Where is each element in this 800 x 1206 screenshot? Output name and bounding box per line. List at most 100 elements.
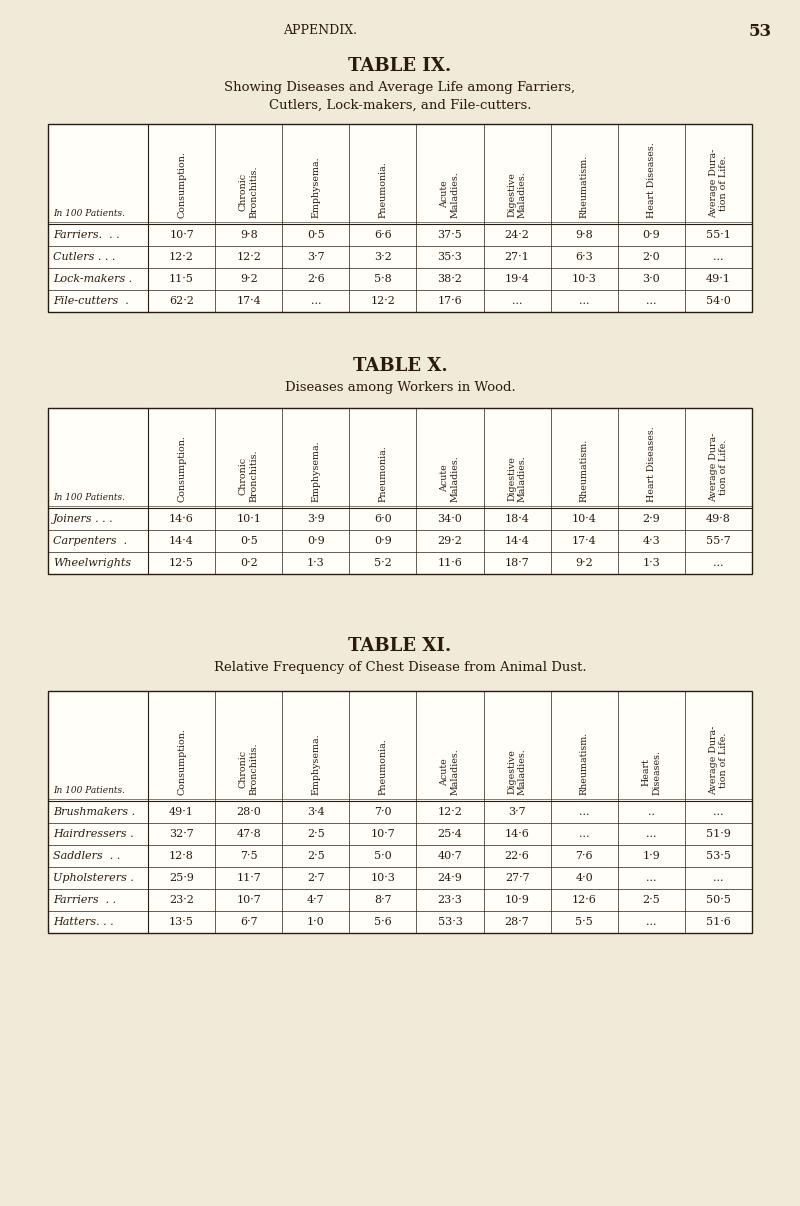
- Text: 11·5: 11·5: [169, 274, 194, 283]
- Text: Acute
Maladies.: Acute Maladies.: [440, 171, 460, 218]
- Text: 12·2: 12·2: [169, 252, 194, 262]
- Text: 10·7: 10·7: [236, 895, 261, 904]
- Text: 2·6: 2·6: [307, 274, 325, 283]
- Text: In 100 Patients.: In 100 Patients.: [53, 786, 125, 795]
- Text: 5·5: 5·5: [575, 917, 593, 927]
- Text: 9·2: 9·2: [575, 558, 593, 568]
- Text: 12·6: 12·6: [572, 895, 597, 904]
- Text: 5·2: 5·2: [374, 558, 392, 568]
- Text: 10·4: 10·4: [572, 514, 597, 523]
- Text: 6·7: 6·7: [240, 917, 258, 927]
- Text: 53·5: 53·5: [706, 851, 731, 861]
- Text: 2·7: 2·7: [307, 873, 325, 883]
- Text: Hatters. . .: Hatters. . .: [53, 917, 114, 927]
- Text: 4·0: 4·0: [575, 873, 593, 883]
- Text: 11·6: 11·6: [438, 558, 462, 568]
- Text: 6·0: 6·0: [374, 514, 392, 523]
- Text: Digestive
Maladies.: Digestive Maladies.: [507, 171, 527, 218]
- Text: Acute
Maladies.: Acute Maladies.: [440, 455, 460, 502]
- Text: 14·6: 14·6: [169, 514, 194, 523]
- Text: ...: ...: [579, 829, 590, 839]
- Bar: [48, 124, 752, 312]
- Text: 2·5: 2·5: [307, 851, 325, 861]
- Text: Average Dura-
tion of Life.: Average Dura- tion of Life.: [709, 433, 728, 502]
- Text: 3·7: 3·7: [508, 807, 526, 816]
- Text: Acute
Maladies.: Acute Maladies.: [440, 748, 460, 795]
- Text: 7·5: 7·5: [240, 851, 258, 861]
- Text: ...: ...: [713, 873, 724, 883]
- Text: 3·2: 3·2: [374, 252, 392, 262]
- Text: Digestive
Maladies.: Digestive Maladies.: [507, 455, 527, 502]
- Text: 4·7: 4·7: [307, 895, 325, 904]
- Text: 53·3: 53·3: [438, 917, 462, 927]
- Bar: [48, 408, 752, 574]
- Text: Average Dura-
tion of Life.: Average Dura- tion of Life.: [709, 726, 728, 795]
- Text: ...: ...: [646, 829, 657, 839]
- Text: ..: ..: [648, 807, 655, 816]
- Text: File-cutters  .: File-cutters .: [53, 295, 129, 306]
- Text: 12·2: 12·2: [236, 252, 261, 262]
- Text: 13·5: 13·5: [169, 917, 194, 927]
- Text: Consumption.: Consumption.: [177, 728, 186, 795]
- Text: 10·9: 10·9: [505, 895, 530, 904]
- Text: 17·4: 17·4: [572, 535, 597, 546]
- Text: 9·8: 9·8: [240, 230, 258, 240]
- Text: 18·7: 18·7: [505, 558, 530, 568]
- Text: 11·7: 11·7: [236, 873, 261, 883]
- Text: 17·6: 17·6: [438, 295, 462, 306]
- Text: 25·4: 25·4: [438, 829, 462, 839]
- Text: ...: ...: [512, 295, 522, 306]
- Text: 18·4: 18·4: [505, 514, 530, 523]
- Text: Digestive
Maladies.: Digestive Maladies.: [507, 748, 527, 795]
- Text: 3·7: 3·7: [307, 252, 325, 262]
- Text: Wheelwrights: Wheelwrights: [53, 558, 131, 568]
- Text: 23·3: 23·3: [438, 895, 462, 904]
- Text: 49·1: 49·1: [706, 274, 731, 283]
- Text: 35·3: 35·3: [438, 252, 462, 262]
- Text: 0·5: 0·5: [307, 230, 325, 240]
- Text: 24·9: 24·9: [438, 873, 462, 883]
- Text: Consumption.: Consumption.: [177, 151, 186, 218]
- Text: Pneumonia.: Pneumonia.: [378, 738, 387, 795]
- Text: 2·5: 2·5: [642, 895, 660, 904]
- Text: ...: ...: [646, 873, 657, 883]
- Text: Brushmakers .: Brushmakers .: [53, 807, 135, 816]
- Text: 51·6: 51·6: [706, 917, 731, 927]
- Text: 55·7: 55·7: [706, 535, 731, 546]
- Text: 10·7: 10·7: [370, 829, 395, 839]
- Text: APPENDIX.: APPENDIX.: [283, 24, 357, 37]
- Text: 62·2: 62·2: [169, 295, 194, 306]
- Text: ...: ...: [646, 917, 657, 927]
- Text: 9·2: 9·2: [240, 274, 258, 283]
- Text: ...: ...: [310, 295, 321, 306]
- Text: 0·9: 0·9: [642, 230, 660, 240]
- Text: 12·5: 12·5: [169, 558, 194, 568]
- Text: 27·1: 27·1: [505, 252, 530, 262]
- Text: In 100 Patients.: In 100 Patients.: [53, 493, 125, 502]
- Text: Lock-makers .: Lock-makers .: [53, 274, 132, 283]
- Text: Rheumatism.: Rheumatism.: [580, 439, 589, 502]
- Text: 38·2: 38·2: [438, 274, 462, 283]
- Text: Average Dura-
tion of Life.: Average Dura- tion of Life.: [709, 148, 728, 218]
- Text: ...: ...: [713, 807, 724, 816]
- Text: 2·0: 2·0: [642, 252, 660, 262]
- Text: Saddlers  . .: Saddlers . .: [53, 851, 120, 861]
- Text: 0·9: 0·9: [307, 535, 325, 546]
- Text: 0·5: 0·5: [240, 535, 258, 546]
- Text: 0·2: 0·2: [240, 558, 258, 568]
- Text: 32·7: 32·7: [169, 829, 194, 839]
- Text: 49·1: 49·1: [169, 807, 194, 816]
- Text: 14·6: 14·6: [505, 829, 530, 839]
- Text: TABLE X.: TABLE X.: [353, 357, 447, 375]
- Text: Joiners . . .: Joiners . . .: [53, 514, 114, 523]
- Text: 10·1: 10·1: [236, 514, 261, 523]
- Text: 2·9: 2·9: [642, 514, 660, 523]
- Text: 22·6: 22·6: [505, 851, 530, 861]
- Text: 3·4: 3·4: [307, 807, 325, 816]
- Text: 28·7: 28·7: [505, 917, 530, 927]
- Text: 6·3: 6·3: [575, 252, 593, 262]
- Text: 19·4: 19·4: [505, 274, 530, 283]
- Text: 29·2: 29·2: [438, 535, 462, 546]
- Text: Rheumatism.: Rheumatism.: [580, 732, 589, 795]
- Text: 49·8: 49·8: [706, 514, 731, 523]
